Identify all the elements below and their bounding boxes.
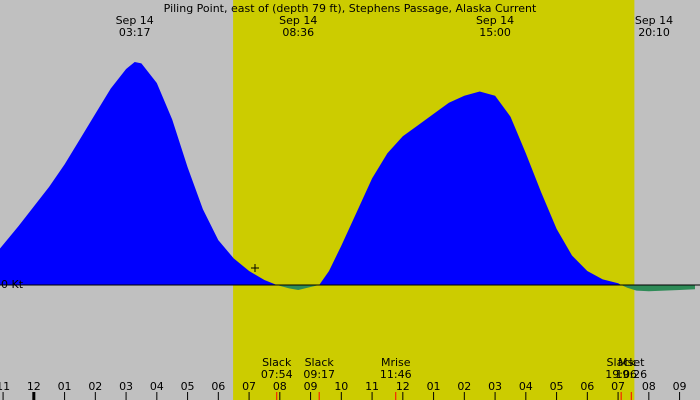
hour-tick-label: 04 [519,380,533,393]
event-time-label: 09:17 [303,368,335,381]
peak-date-label: Sep 14 [476,14,514,27]
hour-tick-label: 03 [119,380,133,393]
event-name-label: Slack [262,356,292,369]
peak-date-label: Sep 14 [635,14,673,27]
hour-tick-label: 11 [365,380,379,393]
event-name-label: Mset [618,356,645,369]
hour-tick-label: 10 [334,380,348,393]
event-time-label: 19:26 [615,368,647,381]
event-time-label: 11:46 [380,368,412,381]
hour-tick-label: 04 [150,380,164,393]
hour-tick-label: 01 [58,380,72,393]
chart-title: Piling Point, east of (depth 79 ft), Ste… [164,2,537,15]
hour-tick-label: 05 [550,380,564,393]
hour-tick-label: 06 [211,380,225,393]
x-axis-ticks: 11 12 01 02 03 04 05 06 07 08 09 10 11 12 01 02 03 04 05 06… [0,380,687,400]
hour-tick-label: 08 [273,380,287,393]
ebb-area [0,285,695,292]
hour-tick-label: 12 [396,380,410,393]
event-name-label: Mrise [381,356,411,369]
event-name-label: Slack [607,356,637,369]
hour-tick-label: 08 [642,380,656,393]
hour-tick-label: 09 [304,380,318,393]
zero-knot-label: 0 Kt [1,278,24,291]
hour-tick-label: 05 [181,380,195,393]
hour-tick-label: 09 [673,380,687,393]
peak-time-label: 15:00 [479,26,511,39]
peak-time-label: 03:17 [119,26,151,39]
hour-tick-label: 11 [0,380,10,393]
event-time-label: 19:06 [605,368,637,381]
hour-tick-label: 03 [488,380,502,393]
flood-area [0,62,695,285]
crosshair-marker [251,264,259,272]
hour-tick-label: 02 [457,380,471,393]
event-name-label: Slack [305,356,335,369]
current-areas [0,62,695,292]
hour-tick-label: 06 [580,380,594,393]
hour-tick-label: 07 [611,380,625,393]
peak-time-label: 08:36 [282,26,314,39]
event-time-label: 07:54 [261,368,293,381]
event-labels: Slack07:54Slack09:17Mrise11:46Slack19:06… [261,356,647,400]
hour-tick-label: 01 [427,380,441,393]
peak-date-label: Sep 14 [279,14,317,27]
peak-time-label: 20:10 [638,26,670,39]
hour-tick-label: 02 [88,380,102,393]
peak-date-label: Sep 14 [116,14,154,27]
hour-tick-label: 12 [27,380,41,393]
hour-tick-label: 07 [242,380,256,393]
